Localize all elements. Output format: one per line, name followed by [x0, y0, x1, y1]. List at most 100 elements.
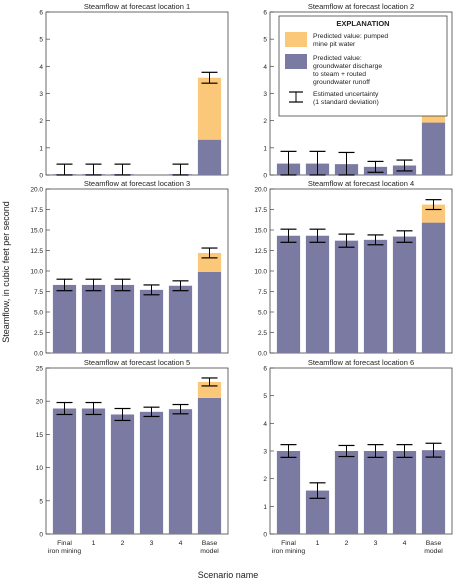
x-tick-label: 4 — [179, 540, 183, 547]
y-tick-label: 2 — [263, 118, 267, 125]
error-bar — [425, 442, 442, 458]
bar-groundwater — [276, 451, 301, 534]
x-tick-label: Final — [281, 540, 296, 547]
y-tick-label: 5.0 — [34, 310, 43, 317]
error-bar — [367, 160, 384, 173]
error-bar — [85, 401, 102, 416]
error-bar — [114, 407, 131, 422]
bar-groundwater — [421, 450, 446, 534]
y-tick-label: 15 — [36, 432, 44, 439]
bar-groundwater — [81, 408, 106, 534]
bar-groundwater — [139, 411, 164, 534]
y-tick-label: 5 — [263, 37, 267, 44]
y-tick-label: 2 — [39, 118, 43, 125]
bar-groundwater — [168, 285, 193, 353]
error-bar — [56, 163, 73, 176]
panel-title-strip — [46, 356, 228, 368]
x-tick-label: 3 — [150, 540, 154, 547]
y-tick-label: 20.0 — [30, 187, 43, 194]
error-bar — [172, 163, 189, 176]
y-tick-label: 1 — [263, 504, 267, 511]
error-bar — [425, 199, 442, 211]
panel-title: Steamflow at forecast location 4 — [308, 179, 414, 188]
y-tick-label: 0.0 — [258, 351, 267, 358]
y-tick-label: 6 — [39, 10, 43, 17]
error-bar — [338, 151, 355, 176]
error-bar — [201, 71, 218, 84]
panel-title-strip — [46, 177, 228, 189]
legend-swatch-groundwater — [285, 54, 307, 69]
y-tick-label: 3 — [263, 91, 267, 98]
y-tick-label: 10 — [36, 465, 44, 472]
y-tick-label: 2 — [263, 476, 267, 483]
y-tick-label: 5 — [39, 498, 43, 505]
bar-groundwater — [197, 271, 222, 353]
legend-label-groundwater: groundwater discharge — [313, 63, 382, 70]
y-tick-label: 0 — [263, 532, 267, 539]
x-tick-label: model — [200, 548, 219, 555]
y-tick-label: 6 — [263, 10, 267, 17]
y-tick-label: 0.0 — [34, 351, 43, 358]
x-tick-label: 1 — [92, 540, 96, 547]
bar-groundwater — [110, 414, 135, 534]
error-bar — [367, 444, 384, 458]
bar-groundwater — [305, 490, 330, 534]
legend-symbol-uncertainty — [289, 91, 303, 103]
error-bar — [280, 150, 297, 176]
error-bar — [114, 278, 131, 292]
error-bar — [396, 159, 413, 172]
error-bar — [396, 444, 413, 458]
x-tick-label: 1 — [316, 540, 320, 547]
y-tick-label: 12.5 — [254, 248, 267, 255]
x-tick-label: 2 — [345, 540, 349, 547]
bar-groundwater — [197, 397, 222, 534]
panel-title: Steamflow at forecast location 1 — [84, 2, 190, 11]
panel-title: Steamflow at forecast location 6 — [308, 358, 414, 367]
error-bar — [143, 284, 160, 296]
error-bar — [85, 278, 102, 292]
y-tick-label: 1 — [263, 145, 267, 152]
error-bar — [85, 163, 102, 176]
legend-label-pumped: Predicted value: pumped — [313, 33, 388, 40]
legend-swatch-pumped — [285, 32, 307, 47]
chart-panels: Steamflow at forecast location 1 0 1 2 3 4 5 6 S… — [30, 0, 453, 555]
legend-label-groundwater: to steam + routed — [313, 71, 366, 78]
y-tick-label: 7.5 — [34, 289, 43, 296]
error-bar — [143, 406, 160, 418]
legend-label-uncertainty: Estimated uncertainty — [313, 91, 379, 98]
error-bar — [309, 150, 326, 176]
bar-groundwater — [421, 222, 446, 353]
error-bar — [338, 444, 355, 458]
x-tick-label: model — [424, 548, 443, 555]
x-tick-label: iron mining — [272, 548, 305, 555]
x-tick-label: Base — [202, 540, 218, 547]
bar-groundwater — [392, 451, 417, 534]
bar-groundwater — [334, 240, 359, 353]
chart-panel-3: Steamflow at forecast location 3 0.0 2.5 5.… — [30, 177, 229, 358]
y-tick-label: 3 — [39, 91, 43, 98]
y-tick-label: 17.5 — [254, 207, 267, 214]
bar-groundwater — [392, 236, 417, 353]
bar-groundwater — [197, 139, 222, 175]
y-tick-label: 1 — [39, 145, 43, 152]
error-bar — [367, 234, 384, 246]
y-tick-label: 15.0 — [30, 228, 43, 235]
legend-label-groundwater: Predicted value: — [313, 55, 362, 62]
chart-panel-4: Steamflow at forecast location 4 0.0 2.5 5.… — [254, 177, 453, 358]
legend-title: EXPLANATION — [336, 19, 389, 28]
error-bar — [309, 482, 326, 499]
error-bar — [201, 247, 218, 259]
error-bar — [172, 280, 189, 292]
panel-title-strip — [270, 177, 452, 189]
bar-groundwater — [110, 284, 135, 353]
y-tick-label: 10.0 — [30, 269, 43, 276]
y-tick-label: 12.5 — [30, 248, 43, 255]
x-axis-label: Scenario name — [198, 570, 259, 580]
legend-label-pumped: mine pit water — [313, 41, 356, 48]
bar-groundwater — [276, 235, 301, 353]
error-bar — [201, 377, 218, 387]
y-tick-label: 0 — [39, 173, 43, 180]
x-tick-label: 3 — [374, 540, 378, 547]
panel-title-strip — [270, 0, 452, 12]
